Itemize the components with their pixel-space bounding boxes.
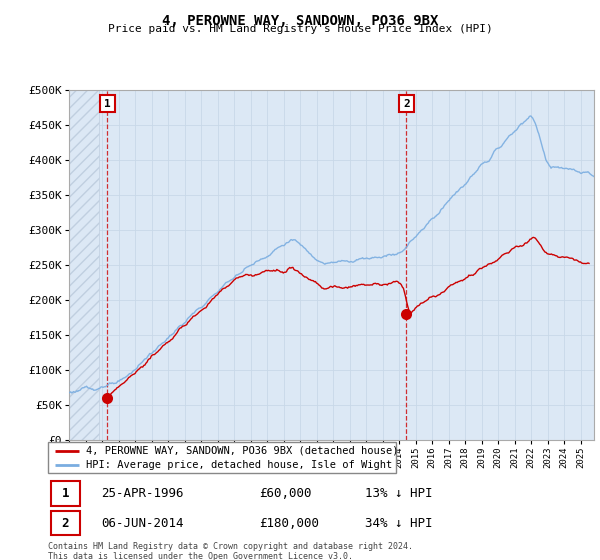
Text: Contains HM Land Registry data © Crown copyright and database right 2024.
This d: Contains HM Land Registry data © Crown c… xyxy=(48,542,413,560)
Text: £180,000: £180,000 xyxy=(259,516,319,530)
Text: HPI: Average price, detached house, Isle of Wight: HPI: Average price, detached house, Isle… xyxy=(86,460,392,470)
Text: 25-APR-1996: 25-APR-1996 xyxy=(101,487,184,500)
FancyBboxPatch shape xyxy=(48,442,396,473)
FancyBboxPatch shape xyxy=(50,481,80,506)
Bar xyxy=(69,90,99,440)
Text: 2: 2 xyxy=(403,99,410,109)
Text: 1: 1 xyxy=(104,99,110,109)
Text: Price paid vs. HM Land Registry's House Price Index (HPI): Price paid vs. HM Land Registry's House … xyxy=(107,24,493,34)
Text: 13% ↓ HPI: 13% ↓ HPI xyxy=(365,487,432,500)
Text: 1: 1 xyxy=(61,487,69,500)
Text: 4, PEROWNE WAY, SANDOWN, PO36 9BX (detached house): 4, PEROWNE WAY, SANDOWN, PO36 9BX (detac… xyxy=(86,446,399,456)
Text: 06-JUN-2014: 06-JUN-2014 xyxy=(101,516,184,530)
Text: 4, PEROWNE WAY, SANDOWN, PO36 9BX: 4, PEROWNE WAY, SANDOWN, PO36 9BX xyxy=(162,14,438,28)
FancyBboxPatch shape xyxy=(50,511,80,535)
Text: 2: 2 xyxy=(61,516,69,530)
Text: £60,000: £60,000 xyxy=(259,487,312,500)
Text: 34% ↓ HPI: 34% ↓ HPI xyxy=(365,516,432,530)
